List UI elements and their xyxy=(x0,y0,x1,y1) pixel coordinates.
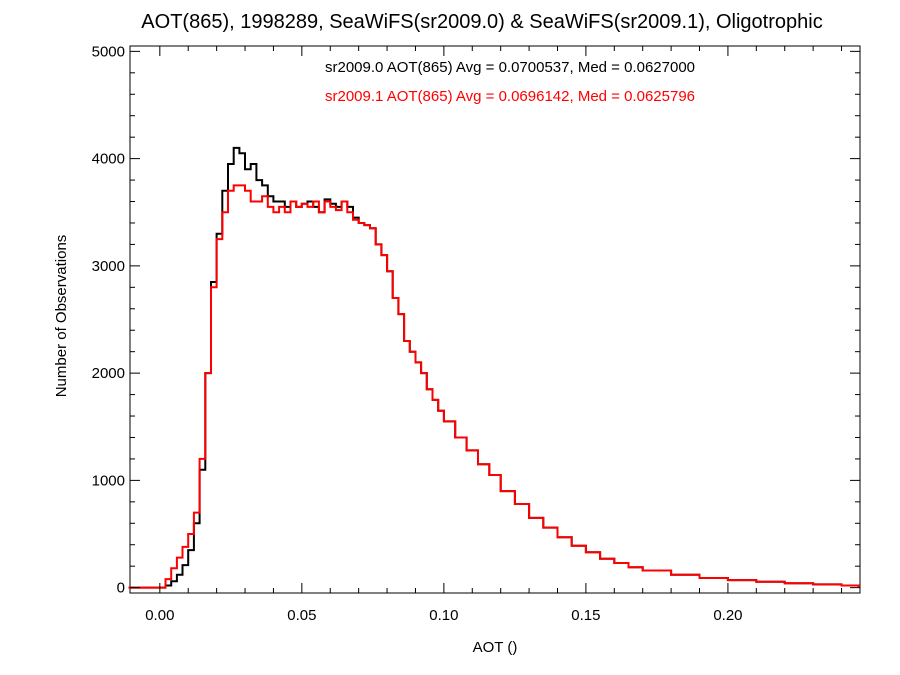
y-tick-label: 3000 xyxy=(92,258,125,275)
series-line-0 xyxy=(128,146,860,589)
y-tick-label: 1000 xyxy=(92,472,125,489)
legend-sr2009-1: sr2009.1 AOT(865) Avg = 0.0696142, Med =… xyxy=(325,88,695,105)
chart-title: AOT(865), 1998289, SeaWiFS(sr2009.0) & S… xyxy=(141,11,822,33)
y-tick-label: 4000 xyxy=(92,151,125,168)
x-tick-label: 0.10 xyxy=(429,607,458,624)
y-tick-label: 0 xyxy=(117,580,125,597)
x-tick-label: 0.20 xyxy=(713,607,742,624)
x-tick-label: 0.15 xyxy=(571,607,600,624)
series-line-1 xyxy=(128,184,860,589)
y-axis-ticks: 0 1000 2000 3000 4000 5000 xyxy=(92,43,860,597)
x-tick-label: 0.00 xyxy=(145,607,174,624)
x-axis-title: AOT () xyxy=(473,639,518,656)
y-tick-label: 2000 xyxy=(92,365,125,382)
y-tick-label: 5000 xyxy=(92,43,125,60)
plot-frame xyxy=(129,45,861,594)
y-axis-title: Number of Observations xyxy=(53,235,70,398)
x-axis-ticks: 0.00 0.05 0.10 0.15 0.20 xyxy=(145,46,843,624)
series-layer xyxy=(128,146,860,589)
x-tick-label: 0.05 xyxy=(287,607,316,624)
legend-sr2009-0: sr2009.0 AOT(865) Avg = 0.0700537, Med =… xyxy=(325,59,695,76)
